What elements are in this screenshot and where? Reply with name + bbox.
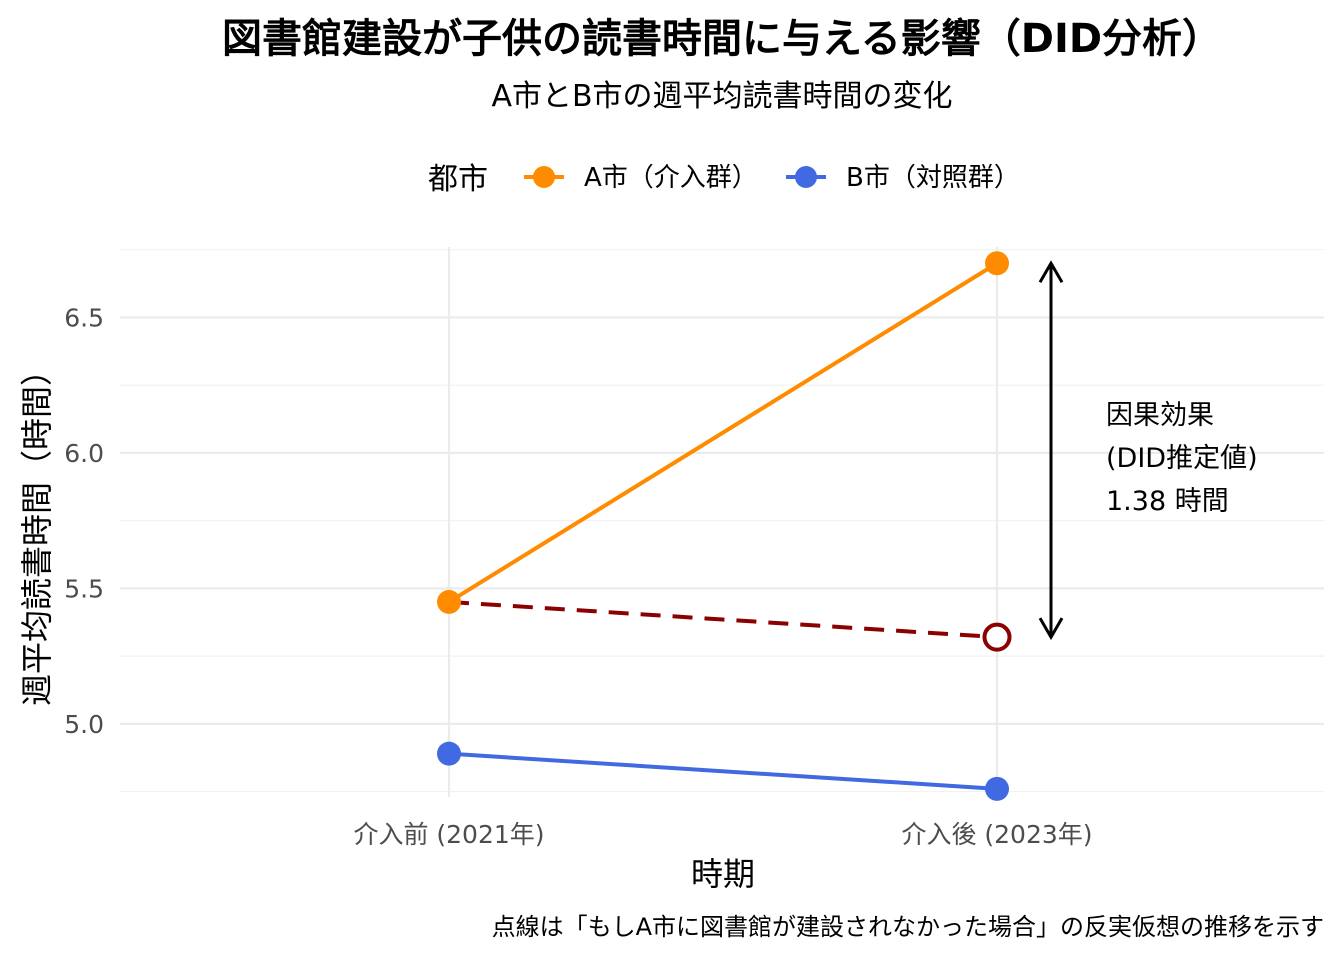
- effect-arrow-head-bottom: [1038, 617, 1064, 641]
- y-tick-label: 6.5: [64, 303, 104, 332]
- series-point-b: [437, 741, 461, 766]
- counterfactual-line: [448, 599, 998, 640]
- effect-arrow-head-top: [1038, 260, 1064, 284]
- y-axis-ticks: 5.0 5.5 6.0 6.5: [64, 303, 104, 738]
- x-axis-ticks: 介入前 (2021年) 介入後 (2023年): [353, 820, 1092, 849]
- effect-label-line-2: (DID推定値): [1106, 443, 1258, 474]
- effect-annotation: 因果効果 (DID推定値) 1.38 時間: [1038, 260, 1258, 641]
- y-tick-label: 6.0: [64, 439, 104, 468]
- x-tick-label: 介入前 (2021年): [353, 820, 544, 849]
- x-tick-label: 介入後 (2023年): [901, 820, 1092, 849]
- y-tick-label: 5.0: [64, 710, 104, 739]
- series-point-b: [985, 776, 1009, 801]
- chart-subtitle: A市とB市の週平均読書時間の変化: [491, 79, 952, 114]
- series-line-b: [448, 751, 998, 791]
- data-marks: [437, 251, 1012, 801]
- y-axis-label: 週平均読書時間（時間）: [18, 354, 56, 706]
- legend-label-b: B市（対照群）: [846, 163, 1020, 193]
- legend-swatch-dot-a: [533, 166, 555, 188]
- series-point-a: [985, 251, 1009, 276]
- legend-title: 都市: [428, 162, 488, 197]
- effect-label-line-1: 因果効果: [1106, 400, 1214, 431]
- legend-label-a: A市（介入群）: [584, 163, 758, 193]
- legend-swatch-dot-b: [795, 166, 817, 188]
- x-axis-label: 時期: [691, 855, 755, 893]
- counterfactual-point: [982, 622, 1012, 652]
- chart-title: 図書館建設が子供の読書時間に与える影響（DID分析）: [222, 16, 1222, 62]
- series-point-a: [437, 589, 461, 614]
- y-tick-label: 5.5: [64, 574, 104, 603]
- effect-label-line-3: 1.38 時間: [1106, 486, 1229, 517]
- caption: 点線は「もしA市に図書館が建設されなかった場合」の反実仮想の推移を示す: [492, 913, 1324, 941]
- legend: 都市 A市（介入群） B市（対照群）: [428, 162, 1020, 197]
- series-line-a: [447, 261, 999, 604]
- grid: [120, 247, 1324, 797]
